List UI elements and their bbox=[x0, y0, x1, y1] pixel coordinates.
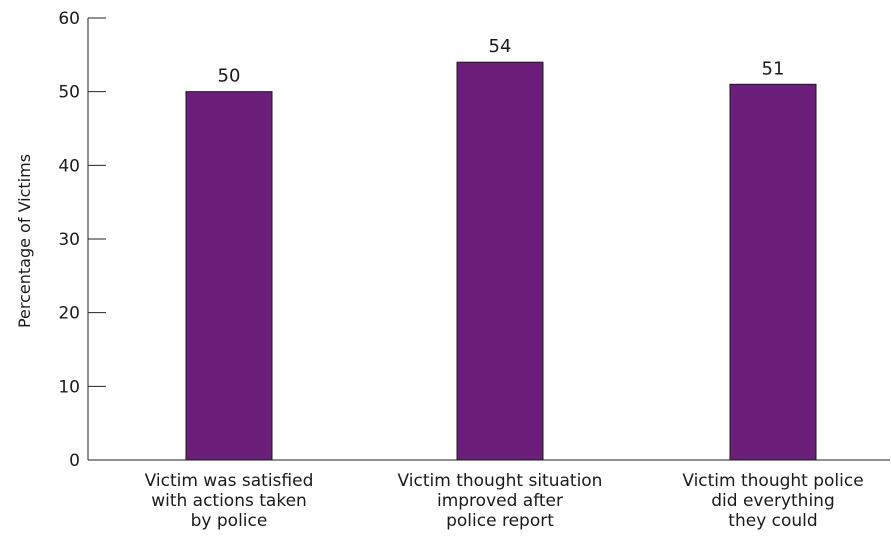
y-tick-label: 0 bbox=[69, 451, 80, 471]
x-category-label: Victim thought police did everything they … bbox=[682, 471, 863, 531]
y-tick-label: 30 bbox=[58, 230, 80, 250]
y-tick-label: 20 bbox=[58, 304, 80, 324]
bar bbox=[729, 83, 817, 461]
y-axis: 0 10 20 30 40 50 60 bbox=[58, 9, 106, 471]
y-tick-label: 10 bbox=[58, 377, 80, 397]
bar-value-label: 51 bbox=[762, 58, 785, 79]
bar-value-label: 50 bbox=[218, 66, 241, 87]
y-tick-label: 50 bbox=[58, 83, 80, 103]
bars: 50 54 51 bbox=[185, 36, 817, 461]
y-tick-label: 60 bbox=[58, 9, 80, 29]
bar-value-label: 54 bbox=[489, 36, 512, 57]
bar bbox=[456, 61, 544, 461]
x-axis: Victim was satisfied with actions taken by… bbox=[88, 459, 890, 531]
y-axis-title: Percentage of Victims bbox=[15, 154, 34, 328]
y-tick-label: 40 bbox=[58, 156, 80, 176]
x-category-label: Victim thought situation improved after po… bbox=[398, 471, 603, 531]
x-category-label: Victim was satisfied with actions taken by… bbox=[145, 471, 314, 531]
bar bbox=[185, 91, 273, 461]
